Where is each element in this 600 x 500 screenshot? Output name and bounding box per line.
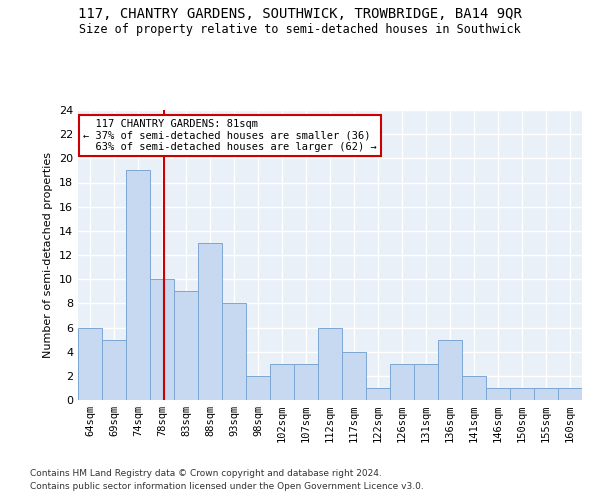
Bar bbox=[270, 364, 294, 400]
Bar bbox=[486, 388, 510, 400]
Text: 117, CHANTRY GARDENS, SOUTHWICK, TROWBRIDGE, BA14 9QR: 117, CHANTRY GARDENS, SOUTHWICK, TROWBRI… bbox=[78, 8, 522, 22]
Bar bbox=[342, 352, 366, 400]
Bar bbox=[558, 388, 582, 400]
Bar bbox=[222, 304, 246, 400]
Bar bbox=[126, 170, 150, 400]
Text: 117 CHANTRY GARDENS: 81sqm
← 37% of semi-detached houses are smaller (36)
  63% : 117 CHANTRY GARDENS: 81sqm ← 37% of semi… bbox=[83, 118, 377, 152]
Bar bbox=[198, 243, 222, 400]
Bar bbox=[462, 376, 486, 400]
Bar bbox=[102, 340, 126, 400]
Bar bbox=[414, 364, 438, 400]
Bar bbox=[366, 388, 390, 400]
Bar bbox=[534, 388, 558, 400]
Bar bbox=[318, 328, 342, 400]
Bar bbox=[150, 279, 174, 400]
Text: Contains HM Land Registry data © Crown copyright and database right 2024.: Contains HM Land Registry data © Crown c… bbox=[30, 468, 382, 477]
Bar bbox=[246, 376, 270, 400]
Bar bbox=[294, 364, 318, 400]
Bar bbox=[78, 328, 102, 400]
Text: Size of property relative to semi-detached houses in Southwick: Size of property relative to semi-detach… bbox=[79, 22, 521, 36]
Y-axis label: Number of semi-detached properties: Number of semi-detached properties bbox=[43, 152, 53, 358]
Bar bbox=[438, 340, 462, 400]
Text: Contains public sector information licensed under the Open Government Licence v3: Contains public sector information licen… bbox=[30, 482, 424, 491]
Bar bbox=[174, 291, 198, 400]
Bar bbox=[510, 388, 534, 400]
Bar bbox=[390, 364, 414, 400]
